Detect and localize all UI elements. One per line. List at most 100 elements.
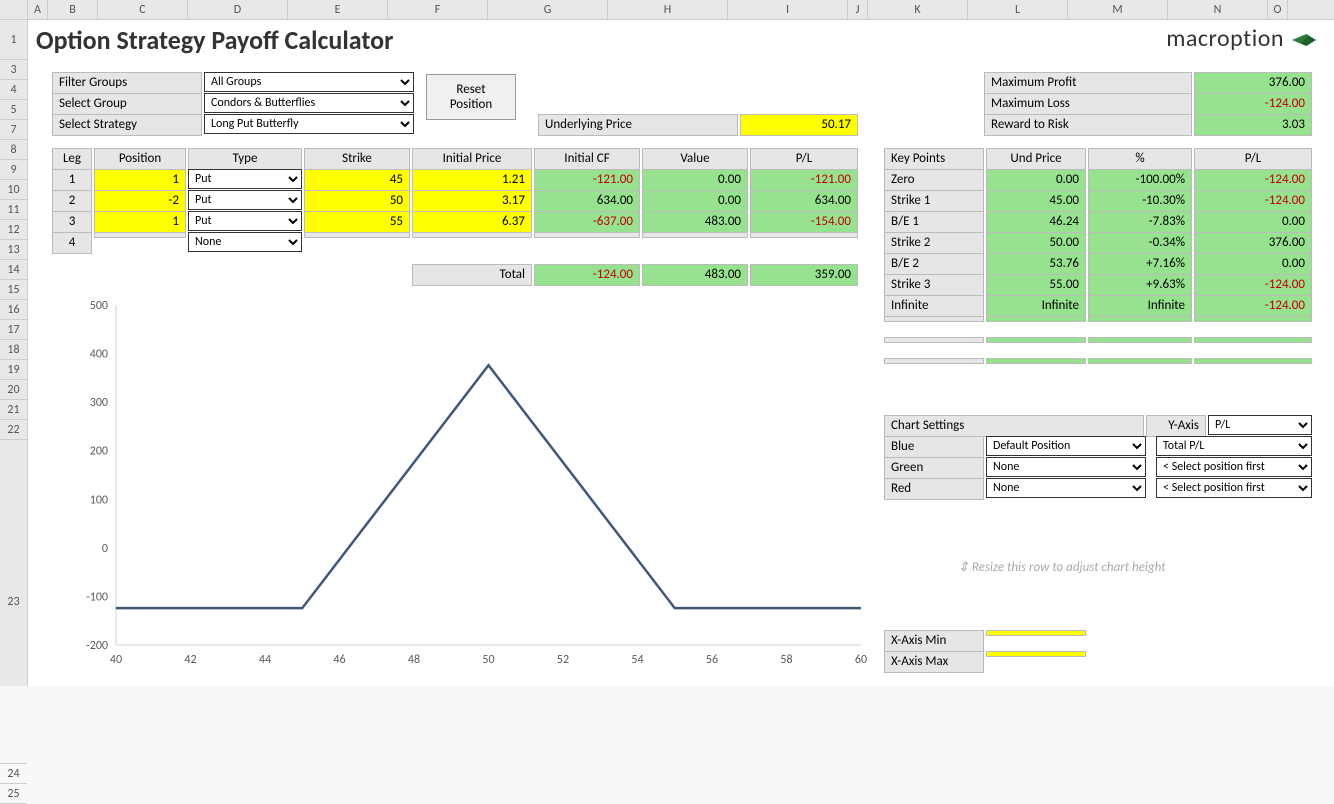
keypoints-cell <box>1194 358 1312 364</box>
keypoints-header-cell: Und Price <box>986 148 1086 170</box>
blue-label: Blue <box>884 436 984 458</box>
row-header[interactable]: 7 <box>0 120 27 140</box>
col-header[interactable]: M <box>1068 0 1168 19</box>
col-header[interactable]: B <box>48 0 98 19</box>
leg-cell[interactable]: -2 <box>94 190 186 212</box>
keypoints-cell: 45.00 <box>986 190 1086 212</box>
row-header[interactable]: 3 <box>0 60 27 80</box>
row-header[interactable]: 10 <box>0 180 27 200</box>
keypoints-cell <box>884 358 984 364</box>
blue-select[interactable]: Default Position <box>986 436 1146 456</box>
yaxis-select[interactable]: P/L <box>1208 415 1312 435</box>
keypoints-cell: -124.00 <box>1194 274 1312 296</box>
col-header[interactable]: D <box>188 0 288 19</box>
red-label: Red <box>884 478 984 500</box>
reset-position-button[interactable]: Reset Position <box>426 74 516 120</box>
red-select-2[interactable]: < Select position first <box>1156 478 1312 498</box>
row-header[interactable]: 4 <box>0 80 27 100</box>
col-header[interactable]: O <box>1268 0 1288 19</box>
svg-text:58: 58 <box>780 653 792 667</box>
total-icf: -124.00 <box>534 264 640 286</box>
leg-cell[interactable]: 55 <box>304 211 410 233</box>
row-header[interactable]: 18 <box>0 340 27 360</box>
row-header[interactable]: 25 <box>0 784 27 804</box>
row-header[interactable]: 13 <box>0 240 27 260</box>
filter-groups-select[interactable]: All Groups <box>204 72 414 92</box>
row-header[interactable]: 23 <box>0 440 27 764</box>
leg-cell[interactable]: 1 <box>94 211 186 233</box>
keypoints-cell: B/E 1 <box>884 211 984 233</box>
col-header[interactable]: K <box>868 0 968 19</box>
title-row: Option Strategy Payoff Calculator macrop… <box>36 20 1326 60</box>
col-header[interactable]: E <box>288 0 388 19</box>
row-header[interactable]: 15 <box>0 280 27 300</box>
leg-cell[interactable] <box>412 232 532 238</box>
svg-text:44: 44 <box>259 653 271 667</box>
leg-cell[interactable]: 1.21 <box>412 169 532 191</box>
legs-header-cell: Initial CF <box>534 148 640 170</box>
leg-cell[interactable] <box>94 232 186 238</box>
row-header[interactable]: 11 <box>0 200 27 220</box>
green-select-2[interactable]: < Select position first <box>1156 457 1312 477</box>
row-header[interactable]: 21 <box>0 400 27 420</box>
row-header[interactable]: 1 <box>0 20 27 60</box>
green-label: Green <box>884 457 984 479</box>
red-select[interactable]: None <box>986 478 1146 498</box>
row-header[interactable]: 14 <box>0 260 27 280</box>
select-group-select[interactable]: Condors & Butterflies <box>204 93 414 113</box>
leg-cell: 0.00 <box>642 169 748 191</box>
col-header[interactable]: I <box>728 0 848 19</box>
col-header[interactable]: J <box>848 0 868 19</box>
green-select[interactable]: None <box>986 457 1146 477</box>
col-header[interactable]: C <box>98 0 188 19</box>
leg-cell[interactable] <box>304 232 410 238</box>
col-header[interactable]: G <box>488 0 608 19</box>
col-header[interactable]: N <box>1168 0 1268 19</box>
svg-text:42: 42 <box>184 653 196 667</box>
sheet-corner[interactable] <box>0 0 28 20</box>
row-header[interactable]: 19 <box>0 360 27 380</box>
row-header[interactable]: 16 <box>0 300 27 320</box>
row-header[interactable]: 20 <box>0 380 27 400</box>
col-header[interactable]: H <box>608 0 728 19</box>
leg-cell[interactable]: 50 <box>304 190 410 212</box>
xaxis-min-input[interactable] <box>986 630 1086 636</box>
leg-cell[interactable]: 45 <box>304 169 410 191</box>
col-header[interactable]: A <box>28 0 48 19</box>
leg-cell[interactable]: 6.37 <box>412 211 532 233</box>
blue-select-2[interactable]: Total P/L <box>1156 436 1312 456</box>
keypoints-cell: 0.00 <box>986 169 1086 191</box>
keypoints-cell: +9.63% <box>1088 274 1192 296</box>
row-header[interactable]: 24 <box>0 764 27 784</box>
col-header[interactable]: L <box>968 0 1068 19</box>
select-strategy-select[interactable]: Long Put Butterfly <box>204 114 414 134</box>
svg-text:60: 60 <box>855 653 867 667</box>
row-header[interactable]: 12 <box>0 220 27 240</box>
row-header[interactable]: 5 <box>0 100 27 120</box>
row-header[interactable]: 8 <box>0 140 27 160</box>
col-header[interactable]: F <box>388 0 488 19</box>
keypoints-header-cell: P/L <box>1194 148 1312 170</box>
keypoints-cell: Infinite <box>1088 295 1192 317</box>
keypoints-cell: 50.00 <box>986 232 1086 254</box>
svg-text:400: 400 <box>90 348 108 362</box>
select-strategy-label: Select Strategy <box>52 114 202 136</box>
row-header[interactable]: 9 <box>0 160 27 180</box>
keypoints-cell <box>1194 337 1312 343</box>
leg-cell[interactable]: 1 <box>94 169 186 191</box>
leg-type-select[interactable]: None <box>188 232 302 252</box>
row-header[interactable]: 22 <box>0 420 27 440</box>
leg-type-select[interactable]: Put <box>188 190 302 210</box>
leg-cell[interactable]: 3.17 <box>412 190 532 212</box>
leg-type-select[interactable]: Put <box>188 169 302 189</box>
page-title: Option Strategy Payoff Calculator <box>36 24 393 56</box>
legs-header-cell: Leg <box>52 148 92 170</box>
underlying-value[interactable]: 50.17 <box>740 114 858 136</box>
leg-type-select[interactable]: Put <box>188 211 302 231</box>
keypoints-cell: -10.30% <box>1088 190 1192 212</box>
leg-cell: -637.00 <box>534 211 640 233</box>
total-label: Total <box>412 264 532 286</box>
leg-cell: 3 <box>52 211 92 233</box>
row-header[interactable]: 17 <box>0 320 27 340</box>
xaxis-max-input[interactable] <box>986 651 1086 657</box>
